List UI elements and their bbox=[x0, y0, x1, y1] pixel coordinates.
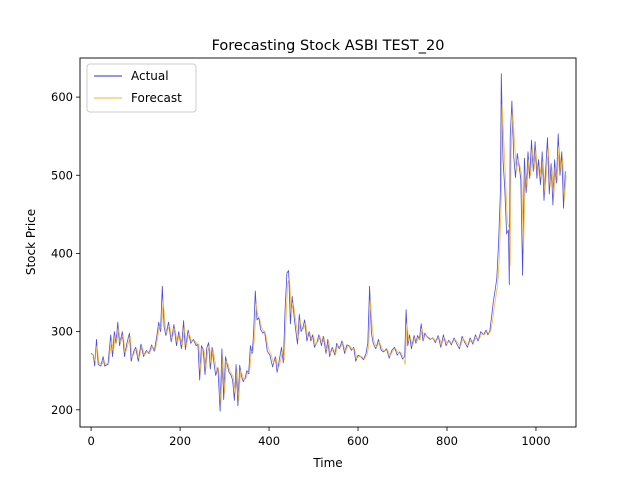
series-line-actual bbox=[90, 73, 566, 412]
x-tick-label: 0 bbox=[87, 434, 94, 448]
x-tick-label: 1000 bbox=[521, 434, 550, 448]
axes-frame bbox=[79, 57, 577, 428]
legend: Actual Forecast bbox=[86, 63, 197, 113]
series-line-forecast bbox=[91, 104, 567, 404]
y-axis-ticks: 200 300 400 500 600 bbox=[51, 90, 80, 417]
x-tick-label: 800 bbox=[436, 434, 458, 448]
y-tick-label: 600 bbox=[51, 90, 73, 104]
legend-label-forecast: Forecast bbox=[131, 91, 182, 105]
x-tick-label: 200 bbox=[169, 434, 191, 448]
y-tick-label: 200 bbox=[51, 403, 73, 417]
y-tick-label: 300 bbox=[51, 325, 73, 339]
legend-label-actual: Actual bbox=[131, 69, 169, 83]
y-tick-label: 400 bbox=[51, 246, 73, 260]
y-tick-label: 500 bbox=[51, 168, 73, 182]
x-axis-label: Time bbox=[312, 456, 342, 470]
x-tick-label: 600 bbox=[347, 434, 369, 448]
x-tick-label: 400 bbox=[258, 434, 280, 448]
chart-title: Forecasting Stock ASBI TEST_20 bbox=[212, 38, 445, 54]
y-axis-label: Stock Price bbox=[24, 209, 38, 275]
series-layer bbox=[90, 73, 567, 412]
x-axis-ticks: 0 200 400 600 800 1000 bbox=[87, 427, 551, 448]
plot-area: 0 200 400 600 800 1000 200 300 400 500 600 bbox=[51, 57, 577, 448]
